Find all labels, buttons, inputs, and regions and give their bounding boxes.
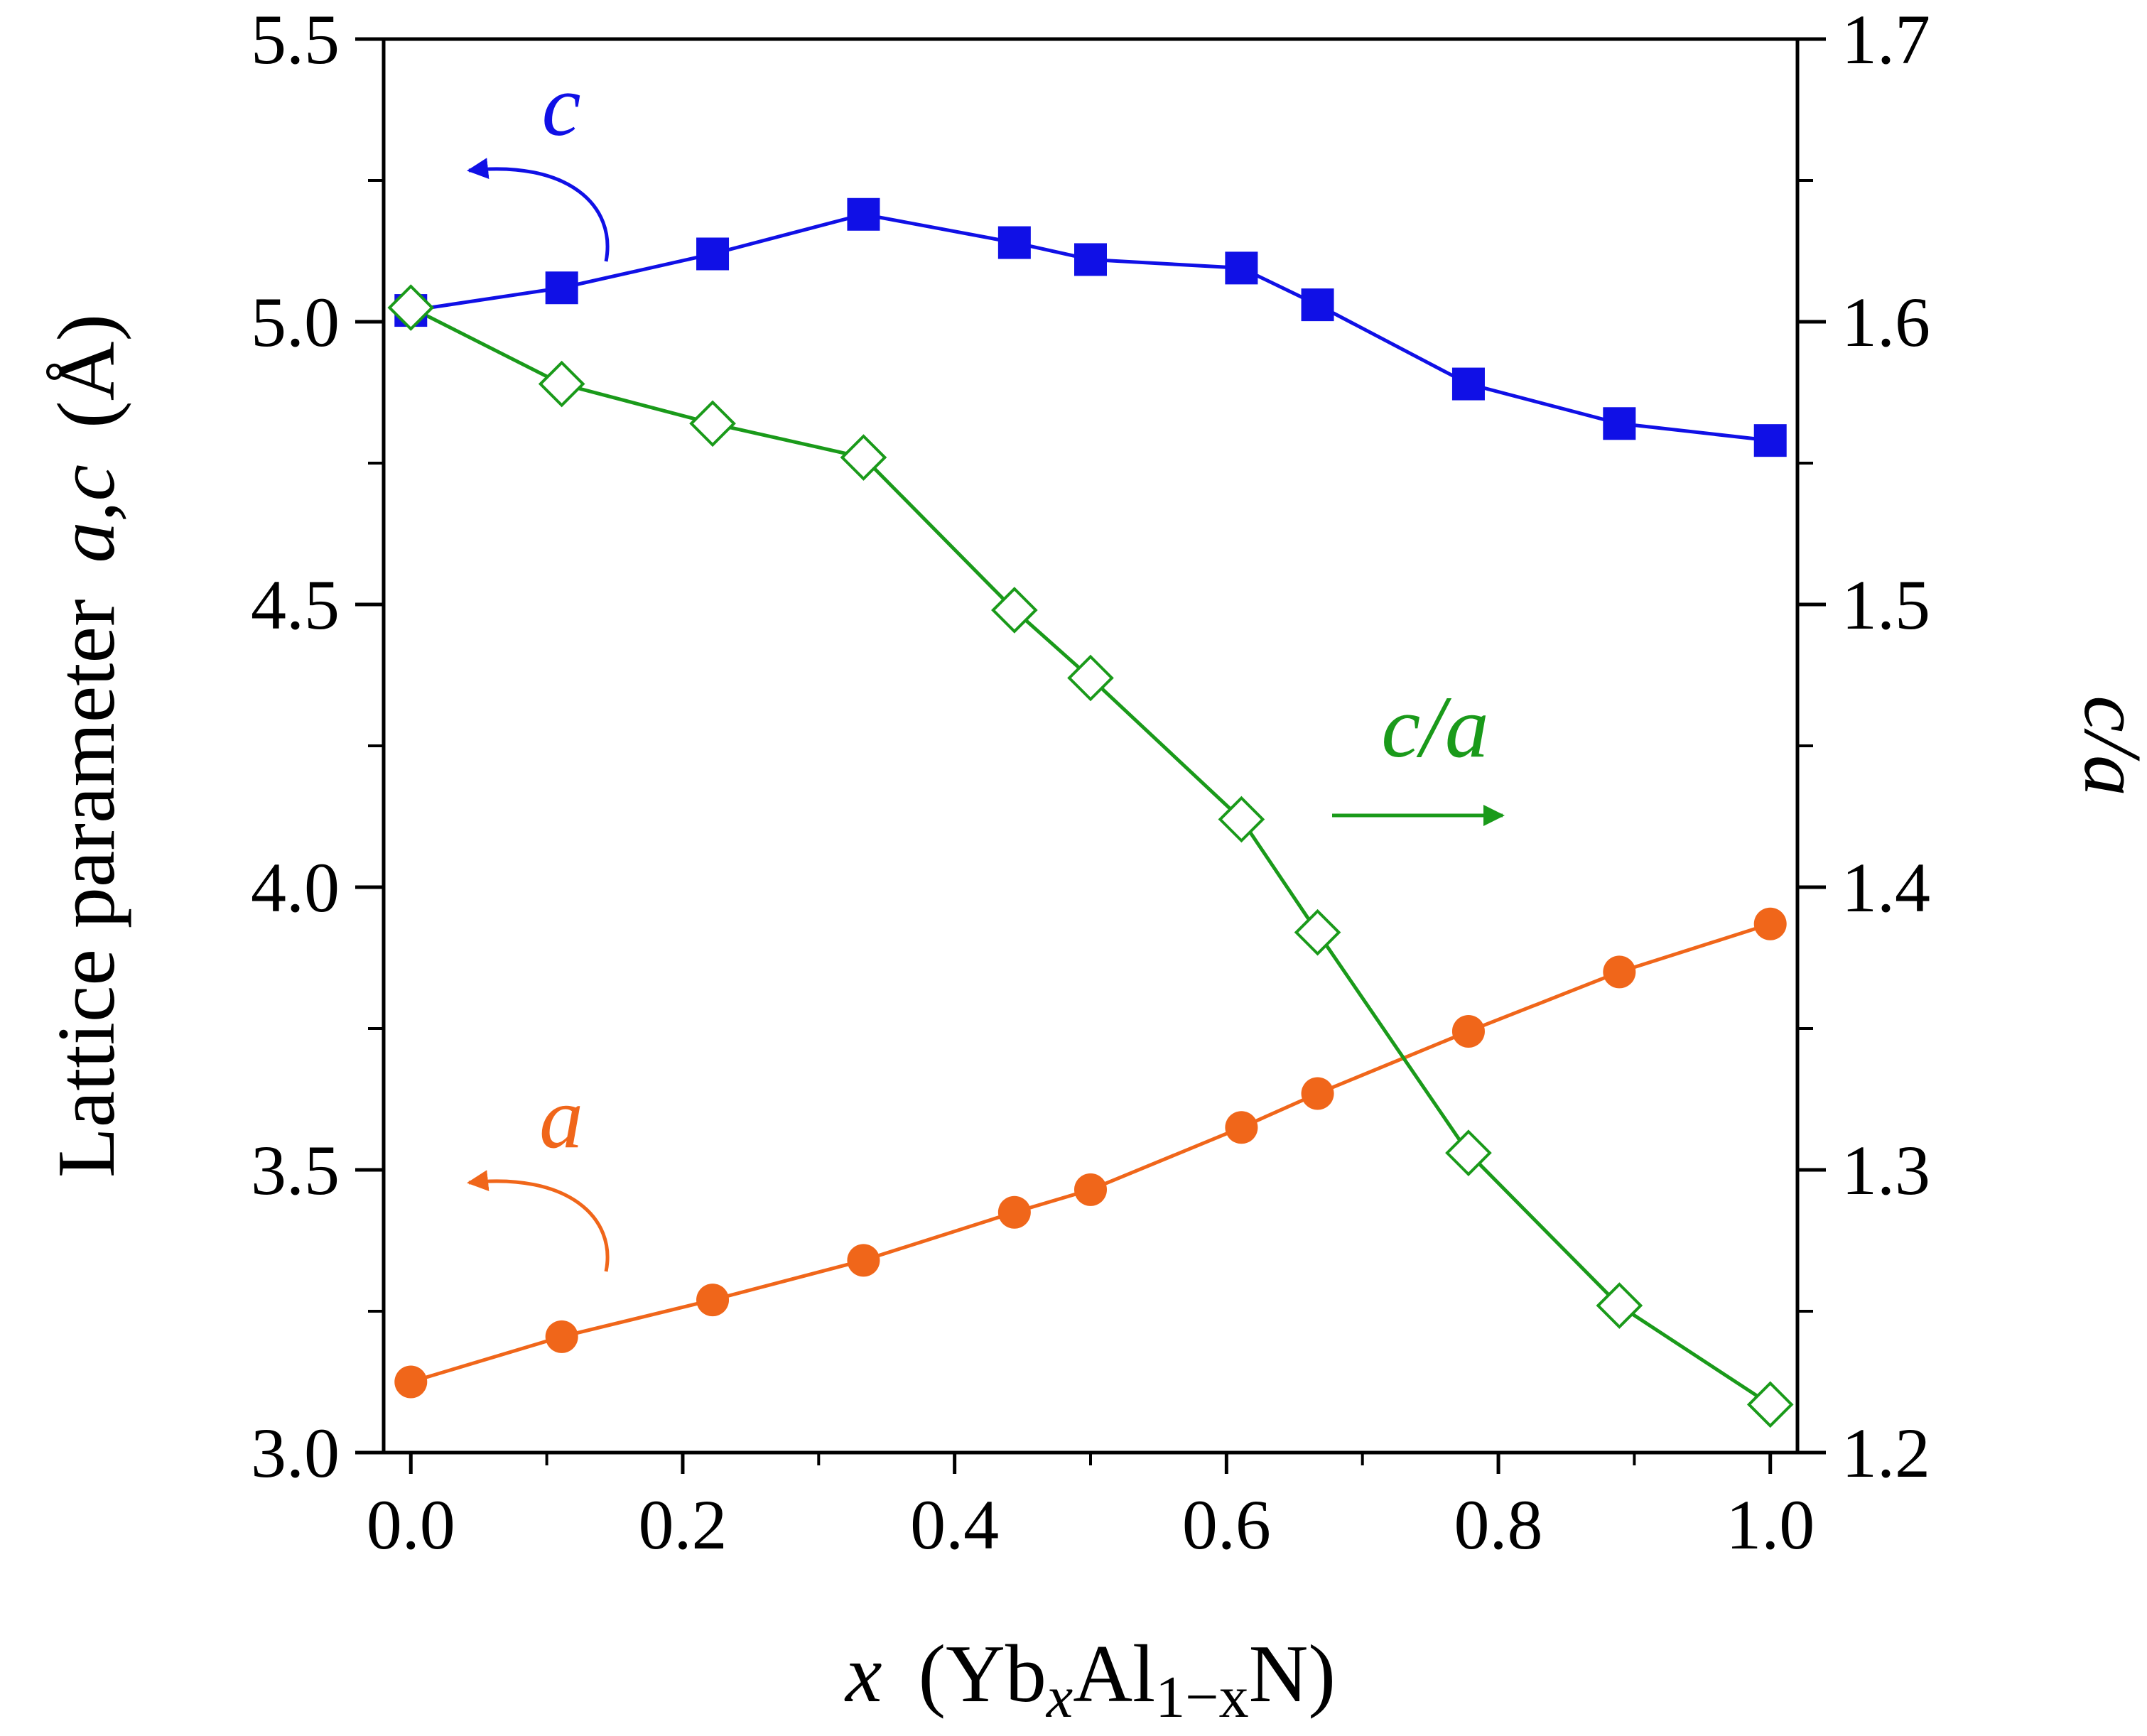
series-a-point bbox=[1603, 955, 1636, 989]
series-c-over-a-point bbox=[991, 587, 1038, 634]
series-c-point bbox=[997, 226, 1031, 259]
right-y-tick-label: 1.7 bbox=[1842, 0, 1930, 79]
series-c-point bbox=[1225, 251, 1258, 285]
series-a-point bbox=[696, 1284, 730, 1317]
x-tick-label: 0.8 bbox=[1454, 1485, 1543, 1564]
annotation-c-arrow bbox=[467, 158, 610, 262]
series-c-point bbox=[1451, 367, 1485, 401]
left-axis-ticks: 3.0 3.5 4.0 4.5 5.0 5.5 bbox=[251, 0, 384, 1492]
x-tick-label: 0.6 bbox=[1182, 1485, 1271, 1564]
series-c-point bbox=[1603, 407, 1636, 440]
right-axis-ticks: 1.2 1.3 1.4 1.5 1.6 1.7 bbox=[1797, 0, 1930, 1492]
series-c-over-a-point bbox=[689, 400, 736, 447]
series-a-line bbox=[410, 922, 1771, 1384]
series-a-point bbox=[545, 1320, 578, 1353]
series-c-over-a-point bbox=[1294, 908, 1341, 956]
series-c-point bbox=[1074, 243, 1107, 276]
left-y-tick-label: 4.5 bbox=[251, 565, 340, 644]
x-tick-label: 0.0 bbox=[367, 1485, 455, 1564]
series-a-point bbox=[1301, 1077, 1334, 1110]
series-c-over-a-point bbox=[840, 434, 887, 481]
x-tick-label: 0.2 bbox=[638, 1485, 727, 1564]
series-c-over-a-point bbox=[387, 284, 435, 331]
series-a-point bbox=[1451, 1014, 1485, 1048]
x-axis-ticks: 0.0 0.2 0.4 0.6 0.8 1.0 bbox=[367, 1453, 1815, 1564]
series-c-over-a-point bbox=[1067, 654, 1114, 702]
left-y-tick-label: 3.5 bbox=[251, 1131, 340, 1210]
left-axis-title: Lattice parameter a,c (Å) bbox=[41, 314, 132, 1178]
annotation-c: c bbox=[541, 57, 580, 154]
right-y-tick-label: 1.2 bbox=[1842, 1414, 1930, 1492]
left-y-tick-label: 5.5 bbox=[251, 0, 340, 79]
series-a-point bbox=[997, 1195, 1031, 1229]
annotation-ca: c/a bbox=[1381, 678, 1489, 776]
annotation-a-arrow bbox=[467, 1170, 610, 1272]
series-c-point bbox=[1301, 288, 1334, 322]
right-y-tick-label: 1.5 bbox=[1842, 565, 1930, 644]
series-c-over-a-point bbox=[1746, 1381, 1794, 1428]
series-c-over-a-line bbox=[410, 305, 1772, 1406]
right-y-tick-label: 1.6 bbox=[1842, 283, 1930, 362]
annotation-a: a bbox=[539, 1069, 583, 1166]
series-a-point bbox=[1225, 1111, 1258, 1144]
series-layer bbox=[387, 197, 1794, 1428]
series-c-over-a-point bbox=[1445, 1129, 1492, 1176]
x-axis-title: x (YbxAl1−xN) bbox=[844, 1629, 1336, 1730]
series-c-point bbox=[1753, 424, 1787, 457]
series-c-over-a-point bbox=[1596, 1282, 1643, 1329]
x-tick-label: 0.4 bbox=[910, 1485, 999, 1564]
series-c-over-a-point bbox=[1218, 796, 1265, 843]
series-c-over-a-point bbox=[538, 360, 585, 408]
right-y-tick-label: 1.3 bbox=[1842, 1131, 1930, 1210]
series-c-point bbox=[847, 197, 880, 231]
x-tick-label: 1.0 bbox=[1726, 1485, 1815, 1564]
right-y-tick-label: 1.4 bbox=[1842, 848, 1930, 927]
series-c-point bbox=[696, 237, 730, 271]
series-a-point bbox=[1074, 1173, 1107, 1206]
series-a-point bbox=[394, 1365, 428, 1399]
left-y-tick-label: 5.0 bbox=[251, 283, 340, 362]
left-y-tick-label: 4.0 bbox=[251, 848, 340, 927]
right-axis-title: c/a bbox=[2067, 695, 2147, 796]
series-a-point bbox=[847, 1244, 880, 1277]
series-a-point bbox=[1753, 907, 1787, 940]
left-y-tick-label: 3.0 bbox=[251, 1414, 340, 1492]
series-c-point bbox=[545, 271, 578, 305]
